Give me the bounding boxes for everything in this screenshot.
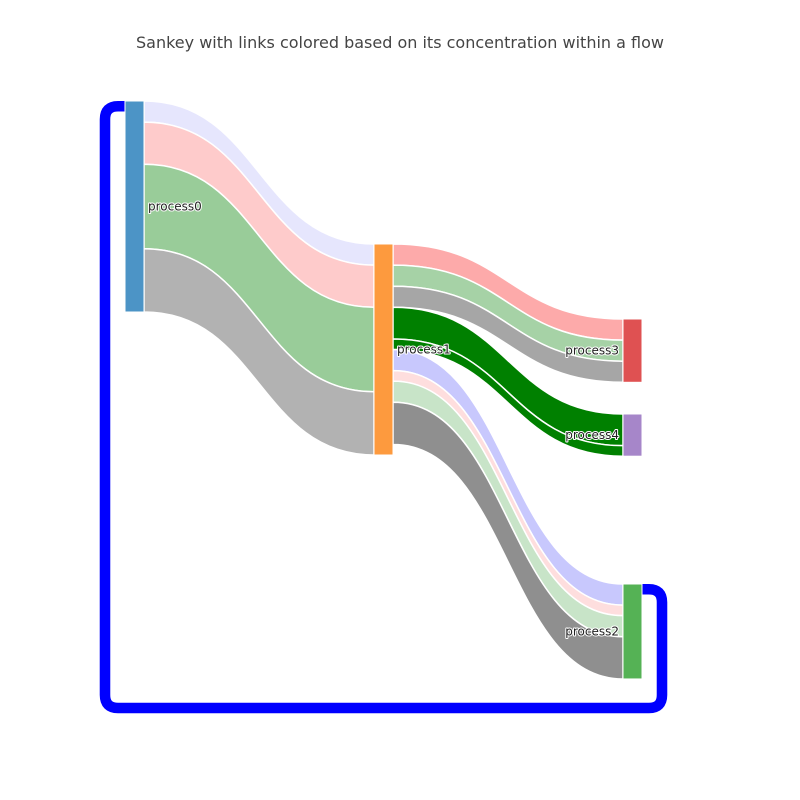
- node-label-process1: process1: [397, 343, 451, 357]
- nodes-layer: [124, 100, 643, 680]
- node-process1[interactable]: [373, 243, 394, 456]
- node-label-process4: process4: [565, 428, 619, 442]
- link-process2-to-process0-13[interactable]: [99, 101, 668, 714]
- node-process2[interactable]: [622, 583, 643, 680]
- node-process0[interactable]: [124, 100, 145, 313]
- node-label-process2: process2: [565, 624, 619, 638]
- labels-layer: process0 process1 process2 process3 process4: [147, 199, 620, 640]
- chart-title: Sankey with links colored based on its c…: [136, 33, 664, 52]
- node-label-process0: process0: [148, 200, 202, 214]
- node-process4[interactable]: [622, 413, 643, 457]
- node-process3[interactable]: [622, 318, 643, 383]
- node-label-process3: process3: [565, 344, 619, 358]
